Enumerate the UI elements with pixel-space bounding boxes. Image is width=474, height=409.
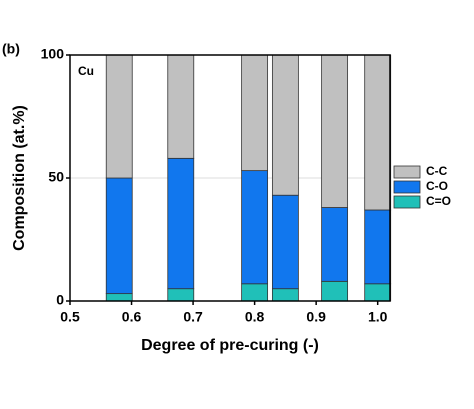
- panel-label: (b): [2, 41, 20, 57]
- legend-label: C-C: [426, 164, 448, 178]
- bar-segment: [364, 283, 392, 302]
- legend-label: C-O: [426, 179, 448, 193]
- x-axis-label: Degree of pre-curing (-): [141, 337, 319, 354]
- x-tick-label: 0.8: [245, 309, 265, 325]
- bar-segment: [241, 283, 269, 302]
- legend-label: C=O: [426, 194, 451, 208]
- x-tick-label: 1.0: [368, 309, 388, 325]
- bar-segment: [321, 207, 349, 282]
- y-tick-label: 50: [48, 169, 64, 185]
- legend-swatch: [393, 165, 421, 179]
- bar-segment: [105, 293, 133, 302]
- bar-segment: [271, 288, 299, 302]
- plot-frame: [69, 54, 391, 302]
- bar-segment: [167, 157, 195, 290]
- bar-segment: [167, 288, 195, 302]
- x-tick-label: 0.9: [306, 309, 326, 325]
- x-tick-label: 0.5: [60, 309, 80, 325]
- annotation: Cu: [78, 64, 94, 78]
- bar-segment: [321, 54, 349, 208]
- bar-segment: [364, 209, 392, 285]
- legend-swatch: [393, 180, 421, 194]
- bar-segment: [321, 280, 349, 302]
- y-tick-label: 100: [41, 46, 65, 62]
- bar-segment: [105, 177, 133, 295]
- x-tick-label: 0.7: [183, 309, 203, 325]
- legend-swatch: [393, 195, 421, 209]
- bar-segment: [364, 54, 392, 211]
- bar-segment: [271, 54, 299, 196]
- bar-segment: [271, 194, 299, 290]
- y-tick-label: 0: [56, 292, 64, 308]
- x-tick-label: 0.6: [122, 309, 142, 325]
- y-axis-label: Composition (at.%): [11, 105, 28, 251]
- bar-segment: [241, 54, 269, 172]
- bar-segment: [105, 54, 133, 179]
- bar-segment: [241, 170, 269, 285]
- bar-segment: [167, 54, 195, 159]
